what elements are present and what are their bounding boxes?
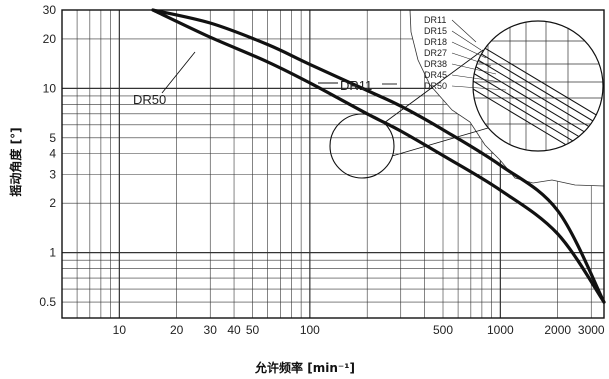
series-line-dr50 — [151, 8, 606, 304]
y-tick-label: 5 — [49, 131, 56, 145]
inset-label: DR15 — [424, 26, 447, 36]
inset-leader — [451, 19, 477, 43]
inset-label: DR27 — [424, 48, 447, 58]
y-tick-label: 3 — [49, 167, 56, 181]
y-tick-label: 20 — [43, 32, 57, 46]
inset-label: DR11 — [424, 15, 446, 25]
x-tick-label: 40 — [227, 323, 241, 337]
x-tick-label: 100 — [300, 323, 320, 337]
x-tick-label: 50 — [246, 323, 260, 337]
plot-border — [61, 9, 605, 319]
curve-label-dr50: DR50 — [133, 92, 166, 107]
inset-label: DR45 — [424, 70, 447, 80]
inset-leader — [451, 41, 487, 59]
zoom-series-line — [473, 45, 603, 131]
x-tick-label: 1000 — [487, 323, 514, 337]
zoom-inset — [329, 9, 605, 187]
y-tick-label: 1 — [49, 246, 56, 260]
zoom-series-line — [473, 37, 603, 123]
x-tick-label: 2000 — [544, 323, 571, 337]
y-tick-label: 10 — [43, 81, 57, 95]
tick-labels: 10 20 30 40 50 100 500 1000 2000 3000 0.5 1 2 3 4 5 10 20… — [39, 3, 605, 337]
inset-label: DR38 — [424, 59, 447, 69]
y-tick-label: 30 — [43, 3, 57, 17]
zoom-series-line — [473, 53, 603, 139]
x-tick-label: 500 — [433, 323, 453, 337]
inset-leader — [451, 30, 482, 51]
y-tick-label: 2 — [49, 196, 56, 210]
x-tick-label: 3000 — [578, 323, 605, 337]
inset-leader — [451, 52, 492, 67]
curve-leader-dr50 — [161, 51, 196, 94]
plot-frame — [61, 9, 605, 319]
inset-leader — [451, 85, 507, 91]
y-axis-title: 摇动角度 [°] — [8, 127, 23, 196]
x-axis-title: 允许频率 [min⁻¹] — [254, 360, 355, 375]
series-curves — [151, 8, 606, 304]
zoom-connector — [383, 49, 484, 124]
x-tick-label: 10 — [113, 323, 127, 337]
inset-label: DR50 — [424, 81, 447, 91]
y-tick-label: 4 — [49, 147, 56, 161]
x-tick-label: 30 — [204, 323, 218, 337]
small-zoom-circle — [329, 113, 395, 179]
inset-leader — [451, 63, 497, 75]
series-line-dr11 — [151, 8, 606, 304]
zoom-series-line — [473, 85, 603, 151]
inset-label: DR18 — [424, 37, 447, 47]
x-tick-label: 20 — [170, 323, 184, 337]
y-tick-label: 0.5 — [39, 295, 56, 309]
zoom-connector — [391, 127, 489, 157]
curve-label-dr11: DR11 — [340, 78, 372, 93]
zoom-circle — [472, 20, 604, 152]
inset-leader — [451, 74, 502, 83]
